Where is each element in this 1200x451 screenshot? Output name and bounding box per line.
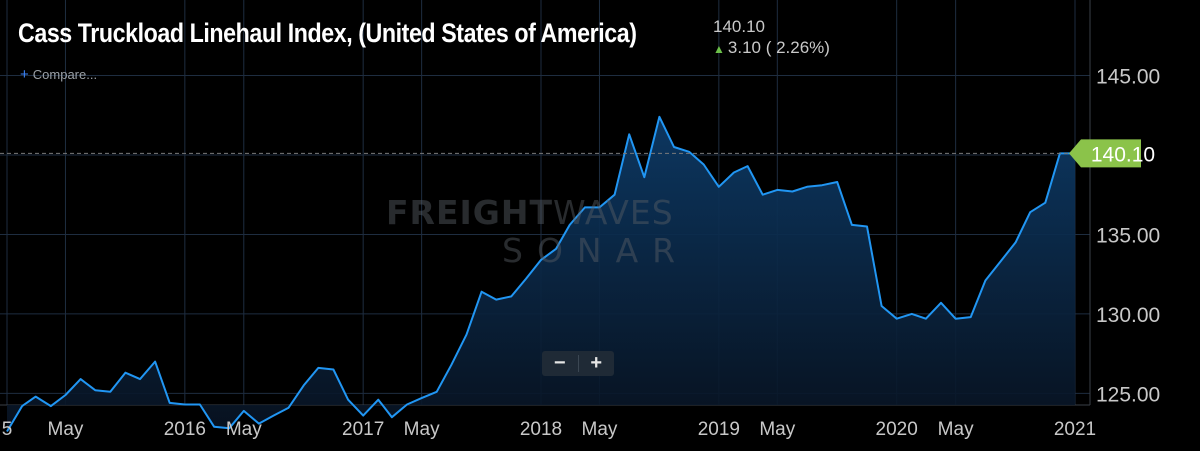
- y-tick-label: 130.00: [1096, 304, 1160, 327]
- last-value-badge: [1069, 139, 1141, 168]
- change-readout: ▲ 3.10 ( 2.26%): [713, 38, 830, 58]
- x-tick-label: May: [226, 419, 262, 440]
- x-tick-label: 5: [2, 419, 13, 440]
- y-tick-label: 125.00: [1096, 383, 1160, 406]
- series-line: [6, 115, 1075, 433]
- x-tick-label: 2018: [520, 419, 562, 440]
- x-tick-label: 2016: [164, 419, 206, 440]
- compare-label: Compare...: [32, 67, 98, 82]
- watermark-bold: FREIGHT: [386, 193, 553, 232]
- plus-icon: +: [20, 66, 29, 83]
- change-value: 3.10 ( 2.26%): [727, 38, 830, 57]
- watermark-light: WAVES: [553, 193, 674, 232]
- last-value: 140.10: [713, 17, 765, 36]
- zoom-in-button[interactable]: +: [579, 351, 615, 376]
- x-tick-label: 2020: [876, 419, 918, 440]
- series-area: [7, 116, 1075, 432]
- compare-button[interactable]: + Compare...: [20, 66, 97, 83]
- x-tick-label: May: [938, 419, 974, 440]
- x-tick-label: May: [759, 419, 795, 440]
- x-axis: 5 May 2016 May 2017 May 2018 May 2019 May 2020 May 2…: [2, 419, 1096, 440]
- x-tick-label: May: [404, 419, 440, 440]
- chart-line-layer: [0, 115, 1075, 433]
- zoom-divider: [577, 355, 579, 372]
- freightwaves-watermark: FREIGHTWAVES: [386, 193, 674, 232]
- zoom-controls: − +: [542, 351, 614, 376]
- zoom-out-button[interactable]: −: [542, 351, 578, 376]
- sonar-watermark: SONAR: [502, 231, 690, 270]
- last-value-badge-label: 140.10: [1091, 143, 1155, 166]
- last-value-marker: 140.10: [1069, 139, 1155, 168]
- y-tick-label: 135.00: [1096, 224, 1160, 247]
- x-tick-label: May: [582, 419, 618, 440]
- up-arrow-icon: ▲: [713, 42, 725, 56]
- y-tick-label: 145.00: [1096, 66, 1160, 89]
- chart-title: Cass Truckload Linehaul Index, (United S…: [18, 18, 637, 48]
- x-tick-label: 2017: [342, 419, 384, 440]
- x-tick-label: 2021: [1054, 419, 1096, 440]
- y-axis: 125.00 130.00 135.00 145.00: [1096, 66, 1160, 407]
- x-tick-label: 2019: [698, 419, 740, 440]
- x-tick-label: May: [48, 419, 84, 440]
- chart-area-layer: [7, 116, 1075, 432]
